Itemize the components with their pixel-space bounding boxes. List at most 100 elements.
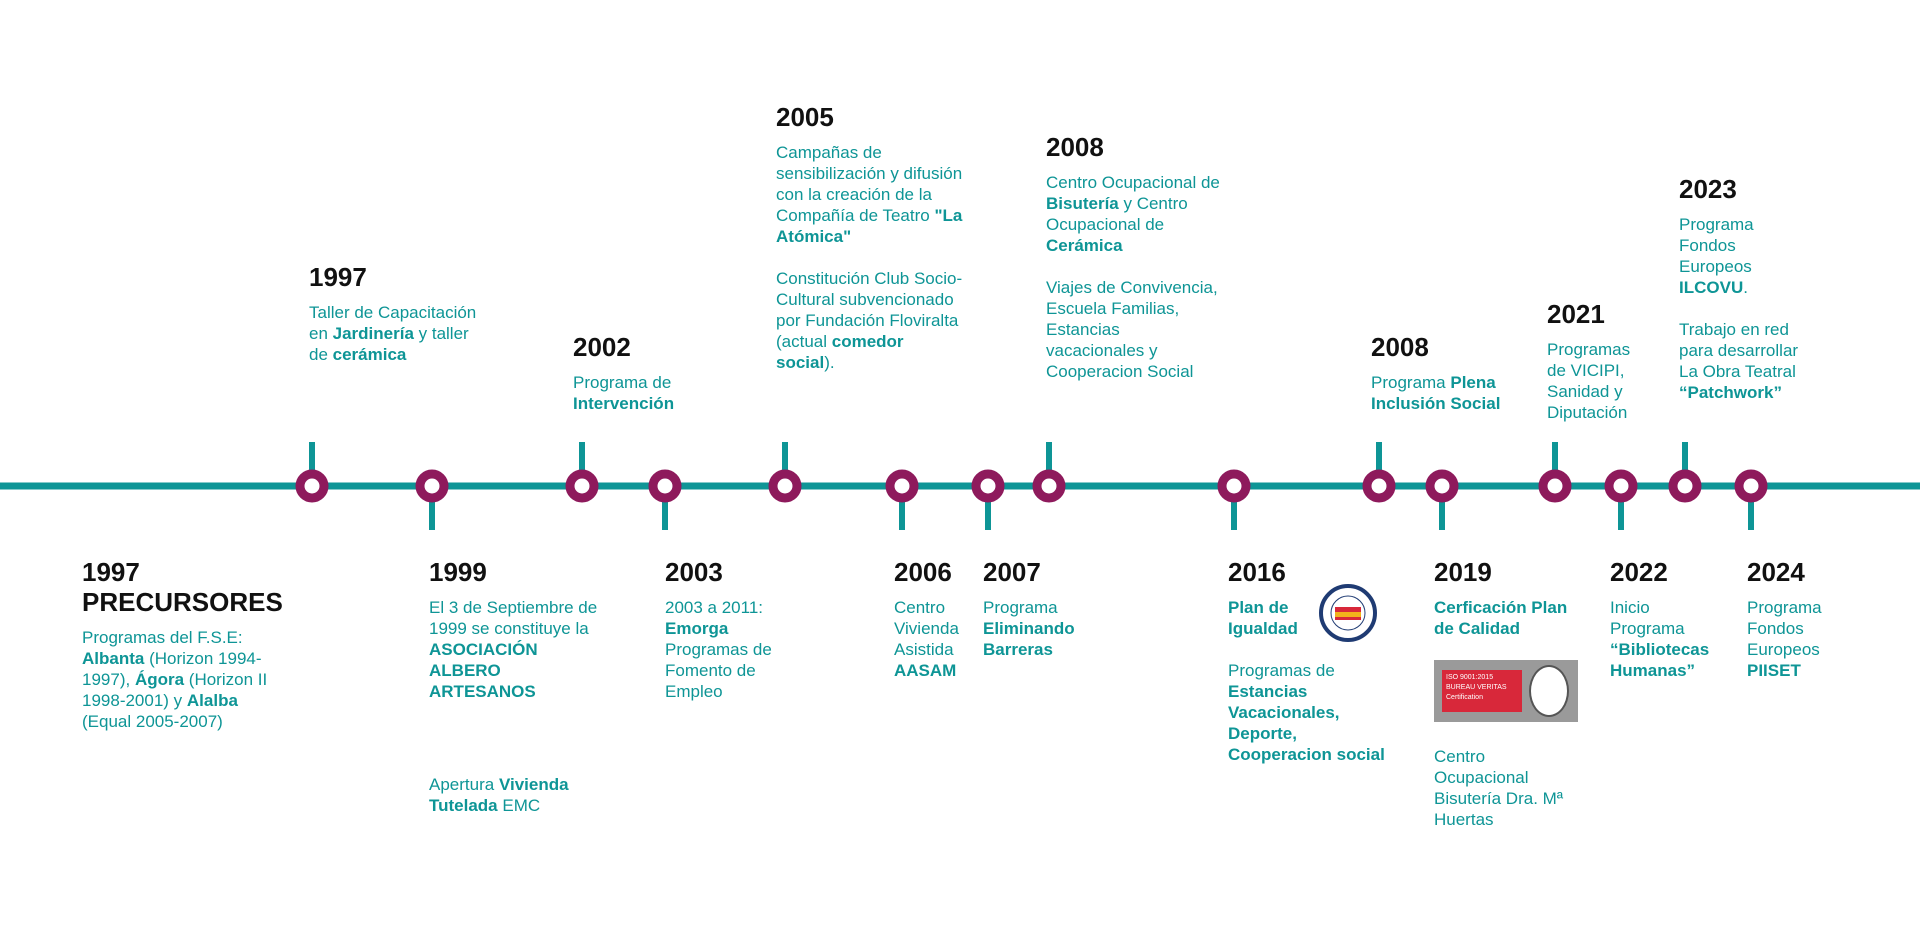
event-block: 2007 Programa Eliminando Barreras <box>983 557 1103 681</box>
text: 2003 a 2011: <box>665 598 763 617</box>
event-paragraph: Programa Eliminando Barreras <box>983 597 1103 660</box>
event-year: 2005 <box>776 102 966 132</box>
year-text: 2008 <box>1046 132 1104 162</box>
year-text: 2016 <box>1228 557 1286 587</box>
bold-text: Emorga <box>665 619 729 638</box>
event-year: 2019 <box>1434 557 1584 587</box>
event-year: 1997 PRECURSORES <box>82 557 283 617</box>
event-paragraph: Taller de Capacitación en Jardinería y t… <box>309 302 479 365</box>
event-paragraph: Centro Ocupacional Bisutería Dra. Mª Hue… <box>1434 746 1584 830</box>
timeline-node <box>1538 469 1572 503</box>
text: Programa <box>983 598 1058 617</box>
text: El 3 de Septiembre de 1999 se constituye… <box>429 598 598 638</box>
text: Centro Ocupacional de <box>1046 173 1220 192</box>
event-block: 2002 Programa de Intervención <box>573 332 703 435</box>
text: Taller de Capacitación en <box>309 303 477 343</box>
bold-text: Alalba <box>186 691 238 710</box>
timeline-node <box>768 469 802 503</box>
timeline-node <box>971 469 1005 503</box>
event-year: 2021 <box>1547 299 1642 329</box>
year-text: 2002 <box>573 332 631 362</box>
event-year: 1997 <box>309 262 479 292</box>
year-text: 1999 <box>429 557 487 587</box>
bold-text: Cerficación Plan de Calidad <box>1434 598 1568 638</box>
event-block: 2016 Plan de Igualdad Programas de Estanci… <box>1228 557 1388 786</box>
text: Programa <box>1371 373 1451 392</box>
event-year: 2022 <box>1610 557 1725 587</box>
year-text: 2021 <box>1547 299 1605 329</box>
event-paragraph: Programas de Estancias Vacacionales, Dep… <box>1228 660 1388 765</box>
bold-text: ASOCIACIÓN ALBERO ARTESANOS <box>429 640 538 701</box>
event-paragraph: Programas de VICIPI, Sanidad y Diputació… <box>1547 339 1642 423</box>
year-text: 2019 <box>1434 557 1492 587</box>
text: Trabajo en red para desarrollar La Obra … <box>1679 320 1799 381</box>
timeline-node <box>565 469 599 503</box>
event-block: 2021 Programas de VICIPI, Sanidad y Diput… <box>1547 299 1642 444</box>
event-block: 2019 Cerficación Plan de Calidad ISO 9001:… <box>1434 557 1584 851</box>
event-paragraph: Viajes de Convivencia, Escuela Familias,… <box>1046 277 1221 382</box>
text: Programas de VICIPI, Sanidad y Diputació… <box>1547 340 1631 422</box>
text: y taller de <box>309 324 469 364</box>
text: Centro Vivienda Asistida <box>894 598 959 659</box>
bold-text: "La Atómica" <box>776 206 963 246</box>
year-text: 2006 <box>894 557 952 587</box>
event-year: 2008 <box>1371 332 1526 362</box>
bold-text: Estancias Vacacionales, Deporte, Coopera… <box>1228 682 1385 764</box>
text: ). <box>824 353 835 372</box>
equality-seal <box>1319 584 1377 642</box>
bold-text: AASAM <box>894 661 957 680</box>
event-paragraph: Campañas de sensibilización y difusión c… <box>776 142 966 247</box>
event-year: 2003 <box>665 557 785 587</box>
year-text: 1997 <box>82 557 140 587</box>
text: Programas del F.S.E: <box>82 628 243 647</box>
event-paragraph: Programa Fondos Europeos ILCOVU. <box>1679 214 1804 298</box>
event-block: 1997 Taller de Capacitación en Jardinería… <box>309 262 479 386</box>
badge-seal <box>1529 665 1569 717</box>
timeline-node <box>295 469 329 503</box>
text: Constitución Club Socio-Cultural subvenc… <box>776 269 963 351</box>
year-text: 2003 <box>665 557 723 587</box>
text: y Centro Ocupacional de <box>1046 194 1188 234</box>
timeline-node <box>885 469 919 503</box>
timeline-node <box>415 469 449 503</box>
year-text: 2005 <box>776 102 834 132</box>
timeline-node <box>1362 469 1396 503</box>
event-year: 2007 <box>983 557 1103 587</box>
event-block: 2003 2003 a 2011: Emorga Programas de Fom… <box>665 557 785 723</box>
bold-text: PIISET <box>1747 661 1801 680</box>
event-block: 2008 Programa Plena Inclusión Social <box>1371 332 1526 435</box>
badge-text: ISO 9001:2015 <box>1446 674 1494 681</box>
year-text: 2022 <box>1610 557 1668 587</box>
event-block: 2006 Centro Vivienda Asistida AASAM <box>894 557 974 702</box>
text: EMC <box>497 796 541 815</box>
event-paragraph: El 3 de Septiembre de 1999 se constituye… <box>429 597 604 702</box>
event-year: 2008 <box>1046 132 1221 162</box>
event-paragraph: Centro Vivienda Asistida AASAM <box>894 597 974 681</box>
event-year: 2006 <box>894 557 974 587</box>
timeline-node <box>648 469 682 503</box>
text: . <box>1743 278 1748 297</box>
event-paragraph: Centro Ocupacional de Bisutería y Centro… <box>1046 172 1221 256</box>
event-block: 2023 Programa Fondos Europeos ILCOVU. Trab… <box>1679 174 1804 424</box>
event-paragraph: Apertura Vivienda Tutelada EMC <box>429 774 604 816</box>
event-year: 2016 <box>1228 557 1388 587</box>
text: Programas de <box>1228 661 1335 680</box>
bold-text: Cerámica <box>1046 236 1123 255</box>
bold-text: ILCOVU <box>1679 278 1744 297</box>
bold-text: Albanta <box>82 649 145 668</box>
text: Programa Fondos Europeos <box>1747 598 1822 659</box>
bold-text: comedor social <box>776 332 904 372</box>
year-text: 2023 <box>1679 174 1737 204</box>
year-text: 1997 <box>309 262 367 292</box>
timeline-node <box>1032 469 1066 503</box>
year-text: 2007 <box>983 557 1041 587</box>
event-paragraph: Programa Plena Inclusión Social <box>1371 372 1526 414</box>
bold-text: Plena Inclusión Social <box>1371 373 1501 413</box>
bold-text: Ágora <box>134 670 185 689</box>
event-block: 2022 Inicio Programa “Bibliotecas Humanas… <box>1610 557 1725 702</box>
bold-text: Bisutería <box>1046 194 1119 213</box>
text: Programas de Fomento de Empleo <box>665 640 772 701</box>
bold-text: Plan de Igualdad <box>1228 598 1298 638</box>
